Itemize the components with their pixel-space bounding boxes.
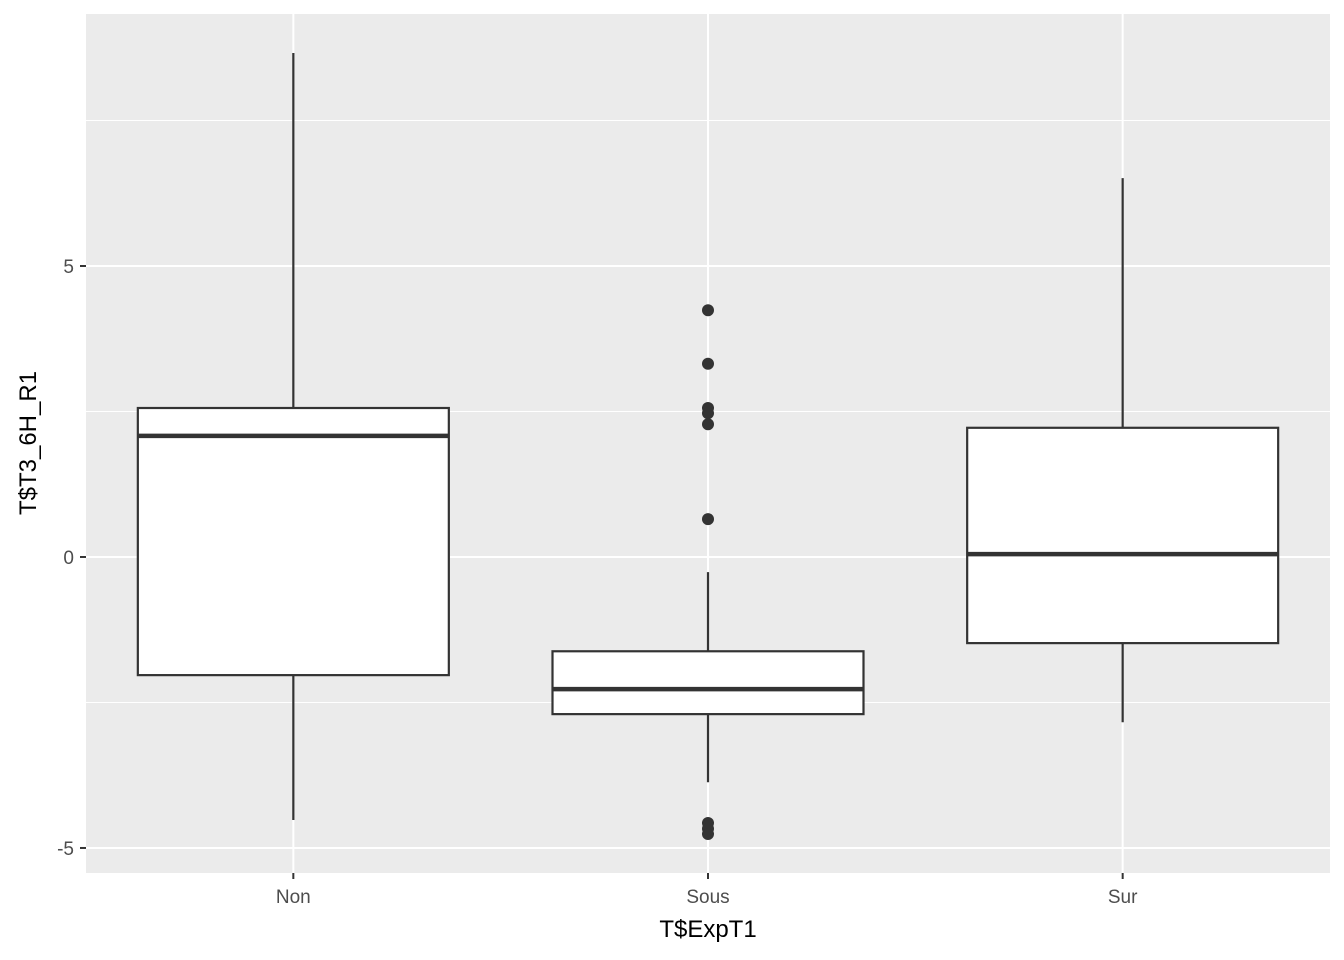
box-Non (136, 406, 450, 677)
x-axis-label: T$ExpT1 (659, 916, 756, 943)
box-Sous (551, 650, 865, 716)
x-tick-label: Sur (1108, 887, 1138, 908)
outlier-point (702, 513, 714, 526)
y-tick-label: 0 (63, 548, 74, 569)
outlier-point (702, 418, 714, 431)
y-tick-label: 5 (63, 257, 74, 278)
outlier-point (702, 357, 714, 370)
y-axis-label: T$T3_6H_R1 (15, 371, 42, 515)
box-Sur (966, 426, 1280, 645)
outlier-point (702, 407, 714, 420)
y-tick-label: -5 (57, 839, 74, 860)
outlier-point (702, 828, 714, 841)
x-tick-label: Sous (686, 887, 729, 908)
outlier-point (702, 304, 714, 317)
x-tick-label: Non (276, 887, 311, 908)
